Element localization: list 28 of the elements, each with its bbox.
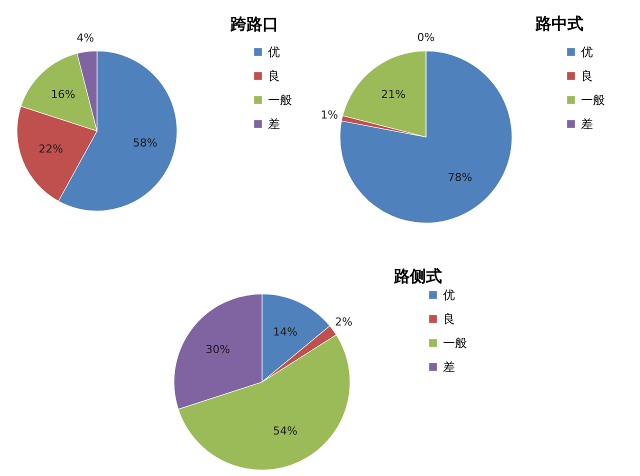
chart-title: 路中式 — [534, 14, 584, 33]
data-label: 30% — [206, 342, 230, 356]
data-label: 21% — [381, 88, 406, 101]
legend-label: 良 — [268, 69, 280, 83]
data-label: 58% — [132, 136, 158, 150]
legend-label: 良 — [443, 312, 455, 326]
legend-label: 差 — [443, 360, 455, 374]
legend-label: 差 — [268, 117, 280, 131]
data-label: 54% — [273, 424, 298, 438]
legend-label: 一般 — [443, 336, 467, 350]
legend-label: 差 — [581, 117, 593, 131]
data-label: 22% — [38, 142, 64, 156]
legend-label: 优 — [443, 288, 455, 302]
chart-title: 跨路口 — [230, 14, 279, 34]
data-label: 14% — [273, 326, 298, 339]
legend-label: 一般 — [581, 93, 605, 107]
data-label: 78% — [448, 171, 472, 184]
data-label: 16% — [50, 88, 76, 101]
legend-label: 良 — [581, 69, 593, 83]
pie-slice — [340, 50, 512, 224]
legend-label: 优 — [268, 45, 280, 59]
chart-title: 路侧式 — [393, 266, 442, 286]
legend-label: 优 — [581, 45, 593, 59]
data-label: 2% — [334, 316, 352, 329]
data-label: 1% — [320, 108, 338, 122]
legend-label: 一般 — [268, 93, 292, 107]
data-label: 4% — [76, 32, 94, 45]
text: 0% — [417, 31, 435, 44]
